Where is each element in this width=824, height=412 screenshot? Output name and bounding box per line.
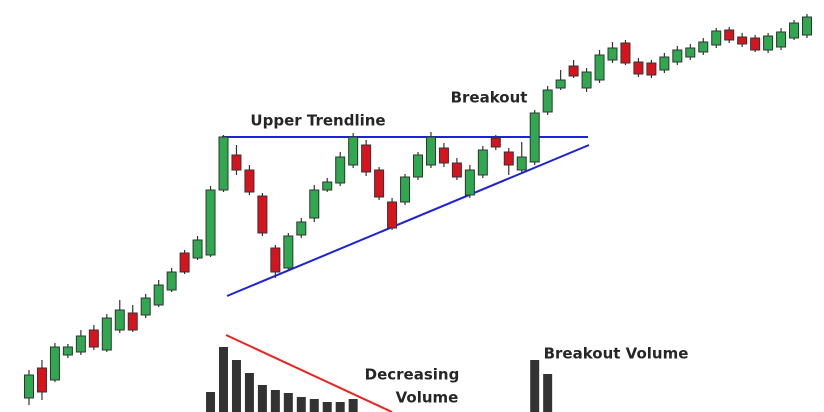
candle-body: [685, 47, 696, 58]
candle-body: [516, 156, 527, 171]
candle-body: [218, 136, 229, 191]
candle-body: [503, 151, 514, 166]
annotation: Volume: [396, 389, 459, 407]
candle-body: [413, 154, 423, 178]
candle-body: [698, 41, 709, 53]
candle-body: [711, 30, 722, 46]
volume-bar: [296, 397, 306, 412]
candle-body: [244, 169, 255, 193]
candle-body: [374, 169, 385, 198]
candle-body: [438, 147, 449, 164]
volume-bar: [270, 390, 280, 412]
candle-body: [464, 169, 475, 196]
volume-bar: [530, 360, 540, 412]
volume-trendline: [225, 334, 393, 412]
candle-body: [425, 136, 436, 166]
candle-body: [62, 346, 73, 356]
candle-body: [88, 329, 99, 348]
volume-bar: [283, 393, 293, 412]
candle-body: [763, 35, 774, 51]
candle-body: [581, 71, 592, 89]
annotation: Upper Trendline: [250, 112, 385, 130]
candle-body: [101, 317, 112, 351]
candle-body: [789, 22, 800, 39]
candle-body: [179, 252, 190, 273]
candle-body: [296, 221, 307, 236]
volume-bar: [348, 399, 358, 412]
annotation: Breakout: [451, 89, 528, 107]
candle-body: [283, 235, 294, 269]
volume-bar: [206, 392, 216, 412]
lower-trendline: [226, 144, 590, 297]
candle-body: [750, 37, 761, 51]
volume-bar: [244, 373, 254, 412]
volume-bar: [309, 399, 319, 412]
candle-body: [620, 42, 631, 64]
candle-body: [24, 374, 34, 399]
volume-bar: [231, 360, 241, 412]
candle-body: [322, 181, 333, 191]
candle-body: [594, 54, 605, 81]
candle-body: [36, 367, 47, 393]
volume-bar: [322, 402, 332, 412]
candle-body: [568, 65, 579, 77]
candle-body: [672, 49, 683, 63]
candle-body: [477, 149, 488, 176]
candle-body: [361, 144, 372, 173]
candle-body: [153, 284, 164, 306]
candle-body: [231, 154, 242, 171]
candle-body: [205, 189, 216, 256]
annotation: Decreasing: [365, 366, 460, 384]
candle-body: [387, 201, 398, 229]
annotation: Breakout Volume: [544, 345, 689, 363]
candle-body: [737, 36, 748, 45]
candle-body: [633, 61, 644, 75]
candles: [24, 14, 812, 412]
candle-body: [659, 56, 670, 71]
volume-bar: [219, 347, 228, 412]
candle-body: [335, 156, 346, 184]
candle-body: [490, 137, 501, 148]
candle-body: [555, 79, 566, 89]
candle-body: [348, 136, 359, 166]
candle-body: [724, 29, 735, 41]
volume-bar: [257, 385, 267, 412]
candle-body: [542, 89, 553, 113]
candle-body: [257, 195, 268, 234]
candle-body: [607, 47, 618, 61]
candle-body: [529, 112, 540, 163]
candle-body: [140, 297, 151, 316]
candle-body: [127, 312, 138, 331]
candle-body: [802, 16, 812, 36]
volume-bar: [543, 374, 553, 412]
candle-body: [114, 309, 125, 331]
candle-body: [75, 335, 86, 353]
candle-body: [451, 162, 462, 178]
candle-body: [49, 346, 60, 381]
candle-body: [166, 271, 177, 291]
candle-body: [192, 239, 203, 259]
candle-body: [776, 31, 787, 48]
candle-body: [309, 189, 320, 219]
candle-body: [400, 176, 411, 203]
candle-body: [270, 247, 281, 273]
volume-bar: [335, 402, 345, 412]
candle-body: [646, 62, 657, 76]
